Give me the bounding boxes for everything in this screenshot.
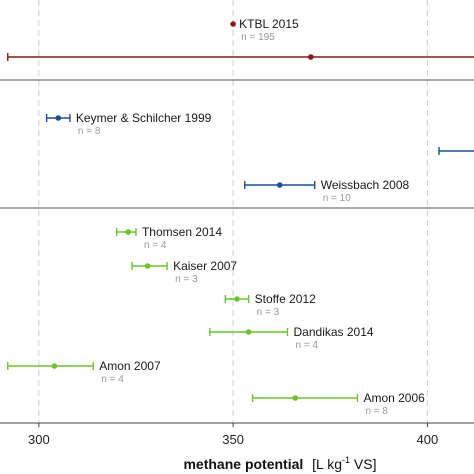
entry-n-label: n = 195 bbox=[241, 32, 275, 43]
x-axis-title-bold: methane potential bbox=[183, 456, 303, 472]
x-axis-title-unit-sup: -1 bbox=[342, 455, 350, 465]
data-point bbox=[245, 329, 252, 335]
entry-label: Amon 2007 bbox=[99, 359, 161, 373]
entry-label: Amon 2006 bbox=[363, 391, 425, 405]
entry-n-label: n = 4 bbox=[296, 340, 319, 351]
x-axis-title: methane potential [L kg-1 VS] bbox=[183, 455, 376, 472]
tick-label-300: 300 bbox=[28, 432, 50, 447]
data-point bbox=[276, 182, 283, 188]
entry-label: Stoffe 2012 bbox=[255, 292, 316, 306]
entry-label: Thomsen 2014 bbox=[142, 225, 222, 239]
data-point bbox=[55, 115, 62, 121]
data-point bbox=[234, 296, 240, 302]
entry-n-label: n = 8 bbox=[78, 126, 101, 137]
entry-1-1 bbox=[438, 147, 474, 155]
data-point bbox=[292, 395, 299, 401]
data-point bbox=[125, 229, 132, 235]
panel-dividers bbox=[0, 79, 474, 209]
tick-label-350: 350 bbox=[222, 432, 244, 447]
entry-label: KTBL 2015 bbox=[239, 17, 299, 31]
x-axis-title-unit-post: VS] bbox=[350, 456, 376, 472]
data-point bbox=[230, 21, 236, 27]
entry-label: Dandikas 2014 bbox=[294, 325, 374, 339]
entry-n-label: n = 4 bbox=[101, 374, 124, 385]
entry-n-label: n = 3 bbox=[257, 307, 280, 318]
entry-n-label: n = 3 bbox=[175, 274, 198, 285]
data-point bbox=[308, 54, 314, 60]
entry-n-label: n = 10 bbox=[323, 193, 352, 204]
entry-label: Keymer & Schilcher 1999 bbox=[76, 111, 212, 125]
entry-label: Weissbach 2008 bbox=[321, 178, 410, 192]
data-point bbox=[51, 363, 58, 369]
tick-label-400: 400 bbox=[417, 432, 439, 447]
grid-lines bbox=[38, 0, 428, 423]
data-point bbox=[144, 263, 151, 269]
x-axis-title-unit: [L kg bbox=[312, 456, 342, 472]
entry-n-label: n = 8 bbox=[365, 406, 388, 417]
x-axis: 300 350 400 bbox=[0, 422, 474, 447]
entry-n-label: n = 4 bbox=[144, 240, 167, 251]
entry-0-1 bbox=[7, 53, 474, 61]
entry-label: Kaiser 2007 bbox=[173, 259, 237, 273]
